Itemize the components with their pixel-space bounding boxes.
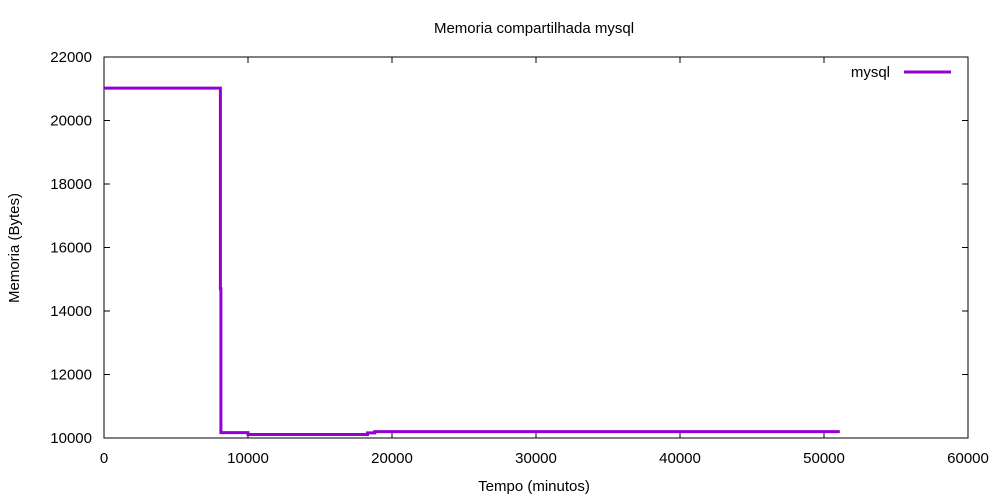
y-tick-label: 16000 xyxy=(50,240,92,257)
y-tick-label: 18000 xyxy=(50,176,92,193)
x-tick-label: 60000 xyxy=(947,450,989,467)
y-axis-label: Memoria (Bytes) xyxy=(6,193,23,303)
x-tick-label: 30000 xyxy=(515,450,557,467)
legend: mysql xyxy=(851,64,951,81)
x-axis-label: Tempo (minutos) xyxy=(478,478,590,495)
series-line-mysql xyxy=(104,86,840,436)
x-tick-label: 10000 xyxy=(227,450,269,467)
y-tick-label: 22000 xyxy=(50,49,92,66)
x-tick-label: 40000 xyxy=(659,450,701,467)
plot-border xyxy=(103,56,969,439)
x-tick-label: 20000 xyxy=(371,450,413,467)
x-tick-label: 0 xyxy=(100,450,108,467)
x-tick-label: 50000 xyxy=(803,450,845,467)
y-tick-label: 20000 xyxy=(50,113,92,130)
y-tick-label: 14000 xyxy=(50,303,92,320)
y-tick-label: 10000 xyxy=(50,430,92,447)
chart-title: Memoria compartilhada mysql xyxy=(434,20,634,37)
y-tick-label: 12000 xyxy=(50,367,92,384)
legend-label: mysql xyxy=(851,64,890,81)
series-group xyxy=(104,86,840,436)
y-ticks: 10000 12000 14000 16000 18000 20000 22000 xyxy=(50,49,968,447)
x-ticks: 0 10000 20000 30000 40000 50000 60000 xyxy=(100,57,989,467)
